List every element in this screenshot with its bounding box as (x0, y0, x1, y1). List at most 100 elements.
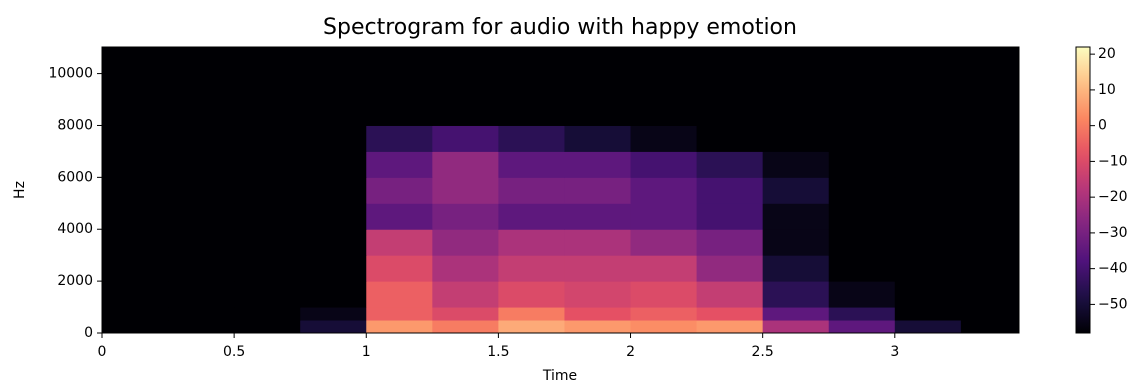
cell (960, 177, 1020, 204)
cell (960, 255, 1020, 282)
cell (696, 47, 764, 126)
cell (102, 255, 169, 282)
cell (498, 281, 565, 308)
cell (564, 47, 632, 126)
cell (630, 320, 698, 334)
cell (366, 229, 433, 256)
cell (498, 255, 565, 282)
colorbar-tick-label: −40 (1098, 261, 1128, 277)
cell (234, 177, 301, 204)
cell (564, 151, 632, 178)
cell (564, 281, 632, 308)
cell (366, 177, 433, 204)
cell (960, 307, 1020, 321)
cell (960, 151, 1020, 178)
x-tick-label: 2 (626, 344, 635, 360)
cell (234, 151, 301, 178)
colorbar-tick-label: −50 (1098, 296, 1128, 312)
cell (828, 281, 896, 308)
cell (696, 307, 764, 321)
cell (366, 151, 433, 178)
cell (300, 281, 367, 308)
cell (696, 125, 764, 152)
cell (102, 229, 169, 256)
cell (894, 203, 962, 230)
cell (696, 320, 764, 334)
cell (564, 320, 632, 334)
y-tick-label: 0 (84, 325, 93, 341)
cell (432, 281, 499, 308)
cell (300, 177, 367, 204)
cell (564, 307, 632, 321)
cell (894, 281, 962, 308)
colorbar-tick-label: −20 (1098, 189, 1128, 205)
cell (696, 177, 764, 204)
cell (498, 151, 565, 178)
cell (432, 307, 499, 321)
y-tick-label: 2000 (57, 273, 93, 289)
cell (432, 255, 499, 282)
cell (630, 281, 698, 308)
cell (102, 307, 169, 321)
cell (234, 229, 301, 256)
cell (300, 151, 367, 178)
cell (234, 125, 301, 152)
cell (300, 47, 367, 126)
cell (234, 281, 301, 308)
cell (102, 47, 169, 126)
cell (168, 307, 235, 321)
y-tick-label: 6000 (57, 169, 93, 185)
cell (102, 203, 169, 230)
colorbar-tick-label: 20 (1098, 46, 1116, 62)
cell (234, 255, 301, 282)
y-tick-label: 4000 (57, 221, 93, 237)
cell (630, 307, 698, 321)
cell (762, 177, 830, 204)
colorbar-tick-label: −30 (1098, 225, 1128, 241)
cell (168, 47, 235, 126)
cell (432, 177, 499, 204)
cell (432, 125, 499, 152)
cell (564, 229, 632, 256)
cell (960, 281, 1020, 308)
cell (630, 47, 698, 126)
cell (828, 151, 896, 178)
cell (366, 203, 433, 230)
cell (960, 229, 1020, 256)
cell (828, 307, 896, 321)
cell (894, 255, 962, 282)
cell (564, 255, 632, 282)
cell (300, 255, 367, 282)
x-tick-label: 0.5 (223, 344, 245, 360)
cell (366, 281, 433, 308)
cell (168, 177, 235, 204)
cell (696, 151, 764, 178)
cell (828, 47, 896, 126)
cell (300, 320, 367, 334)
cell (498, 203, 565, 230)
x-axis-label: Time (542, 368, 577, 384)
cell (762, 151, 830, 178)
cell (432, 203, 499, 230)
cell (630, 229, 698, 256)
cell (366, 320, 433, 334)
cell (960, 125, 1020, 152)
cell (696, 281, 764, 308)
colorbar (1075, 46, 1091, 334)
cell (894, 320, 962, 334)
cell (432, 47, 499, 126)
x-tick-label: 0 (98, 344, 107, 360)
cell (432, 151, 499, 178)
colorbar-tick-label: 0 (1098, 118, 1107, 134)
cell (366, 255, 433, 282)
cell (432, 229, 499, 256)
cell (168, 281, 235, 308)
cell (234, 320, 301, 334)
cell (894, 47, 962, 126)
x-tick-label: 1.5 (487, 344, 509, 360)
cell (564, 125, 632, 152)
cell (630, 177, 698, 204)
cell (366, 125, 433, 152)
